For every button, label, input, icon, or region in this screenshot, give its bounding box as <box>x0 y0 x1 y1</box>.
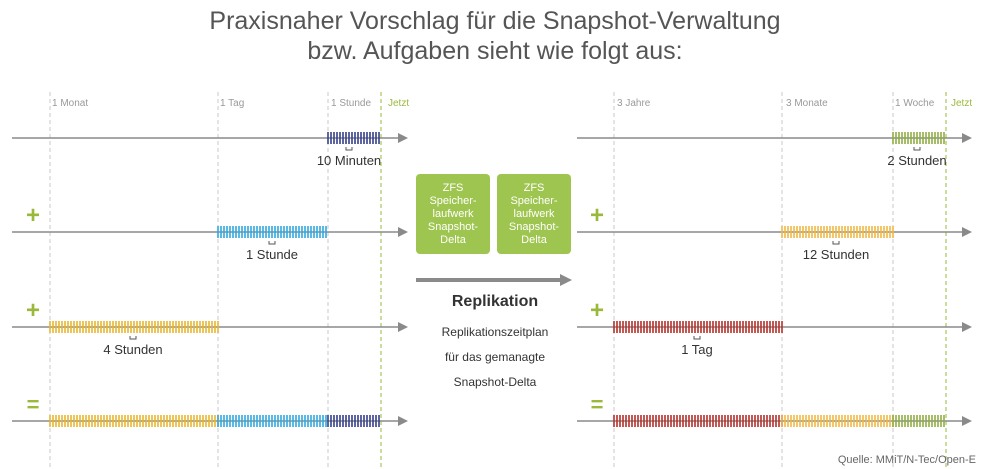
right-timeline-arrow <box>962 416 972 426</box>
replication-description: Replikationszeitplan für das gemanagte S… <box>441 325 549 389</box>
left-snapshot-segment <box>217 226 327 238</box>
left-timeline-arrow <box>398 133 408 143</box>
left-interval-caption: 1 Stunde <box>246 247 298 262</box>
right-time-label: 3 Monate <box>786 98 828 109</box>
right-operator-plus: + <box>590 202 604 229</box>
source-credit: Quelle: MMiT/N-Tec/Open-E <box>837 454 976 466</box>
right-time-label: 3 Jahre <box>617 98 651 109</box>
right-snapshot-segment <box>613 415 783 427</box>
left-timeline-arrow <box>398 227 408 237</box>
page-title: Praxisnaher Vorschlag für die Snapshot-V… <box>209 7 781 65</box>
left-time-label: 1 Tag <box>220 98 244 109</box>
left-operator-plus: + <box>26 202 40 229</box>
right-interval-caption: 1 Tag <box>681 342 713 357</box>
right-interval-caption: 12 Stunden <box>803 247 870 262</box>
right-snapshot-segment <box>892 415 945 427</box>
replication-arrow-head <box>560 274 572 286</box>
left-snapshot-segment <box>49 415 219 427</box>
left-interval-caption: 10 Minuten <box>317 153 381 168</box>
zfs-box-left: ZFS Speicher- laufwerk Snapshot- Delta <box>416 174 490 254</box>
left-interval-marker <box>268 241 276 245</box>
left-snapshot-segment <box>327 415 380 427</box>
right-timeline-arrow <box>962 133 972 143</box>
left-snapshot-segment <box>217 415 327 427</box>
right-snapshot-segment <box>613 321 783 333</box>
right-interval-marker <box>832 241 840 245</box>
left-time-label: 1 Stunde <box>331 98 371 109</box>
left-time-label: Jetzt <box>388 98 409 109</box>
right-interval-marker <box>913 147 921 151</box>
right-time-label: 1 Woche <box>895 98 935 109</box>
left-interval-marker <box>345 147 353 151</box>
zfs-box-right: ZFS Speicher- laufwerk Snapshot- Delta <box>497 174 571 254</box>
left-time-label: 1 Monat <box>52 98 88 109</box>
left-snapshot-segment <box>327 132 380 144</box>
right-timeline-arrow <box>962 322 972 332</box>
right-interval-caption: 2 Stunden <box>887 153 946 168</box>
left-snapshot-segment <box>49 321 219 333</box>
left-operator-plus: + <box>26 297 40 324</box>
right-operator-equals: = <box>591 392 604 417</box>
right-operator-plus: + <box>590 297 604 324</box>
right-snapshot-segment <box>892 132 945 144</box>
left-timeline-arrow <box>398 322 408 332</box>
right-interval-marker <box>693 336 701 340</box>
left-interval-caption: 4 Stunden <box>103 342 162 357</box>
left-timeline-arrow <box>398 416 408 426</box>
left-interval-marker <box>129 336 137 340</box>
right-snapshot-segment <box>781 226 894 238</box>
right-time-label: Jetzt <box>951 98 972 109</box>
right-timeline-arrow <box>962 227 972 237</box>
left-operator-equals: = <box>27 392 40 417</box>
replication-title: Replikation <box>451 293 539 310</box>
